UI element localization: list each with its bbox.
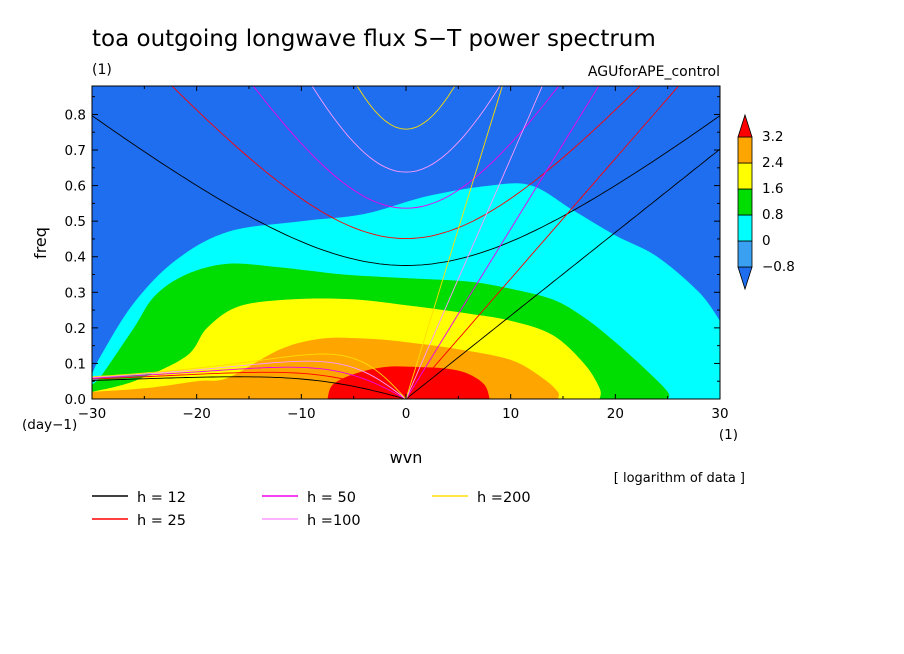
x-tick-label: −20 — [182, 406, 211, 422]
curve-h12-ig — [92, 115, 720, 266]
log-note: [ logarithm of data ] — [614, 471, 745, 486]
y-tick-label: 0.2 — [65, 321, 86, 337]
x-axis-label: wvn — [390, 448, 423, 467]
plot-area — [92, 86, 720, 399]
colorbar: 3.2 2.4 1.6 0.8 0 −0.8 — [737, 113, 795, 291]
curve-h200-ig — [356, 86, 456, 130]
curve-h25-kelvin — [405, 86, 680, 399]
colorbar-swatch — [737, 162, 753, 190]
subtitle-right: AGUforAPE_control — [588, 64, 720, 80]
y-tick-label: 0.5 — [65, 214, 86, 230]
y-axis-label: freq — [31, 227, 50, 259]
curve-h12-rossby — [92, 376, 407, 399]
x-tick-label: −30 — [78, 406, 107, 422]
curve-h12-kelvin — [405, 148, 720, 399]
legend-label-h12: h = 12 — [137, 490, 186, 506]
curve-h25-rossby — [92, 371, 407, 399]
colorbar-label: 0.8 — [762, 207, 783, 223]
colorbar-label: 2.4 — [762, 155, 783, 171]
curve-h25-ig — [171, 86, 641, 240]
y-tick-label: 0.6 — [65, 179, 86, 195]
y-tick-label: 0.4 — [65, 250, 86, 266]
legend-label-h200: h =200 — [477, 490, 531, 506]
x-tick-label: 20 — [607, 406, 624, 422]
colorbar-label: 1.6 — [762, 181, 783, 197]
curve-h200-kelvin — [405, 86, 503, 399]
x-tick-label: 30 — [711, 406, 728, 422]
curve-h200-rossby — [92, 353, 407, 399]
legend-label-h25: h = 25 — [137, 513, 186, 529]
colorbar-arrow-low — [737, 266, 753, 291]
y-tick-label: 0.7 — [65, 143, 86, 159]
y-tick-label: 0.1 — [65, 356, 86, 372]
subtitle-left: (1) — [92, 62, 112, 78]
y-tick-label: 0.3 — [65, 285, 86, 301]
curve-h50-rossby — [92, 366, 407, 399]
x-tick-label: −10 — [287, 406, 316, 422]
curve-h100-ig — [311, 86, 501, 173]
legend-label-h100: h =100 — [307, 513, 361, 529]
colorbar-label: 0 — [762, 233, 771, 249]
colorbar-swatch — [737, 136, 753, 164]
legend: h = 12 h = 25 h = 50 h =100 h =200 — [92, 490, 531, 529]
curve-h50-ig — [252, 86, 560, 209]
colorbar-label: −0.8 — [762, 259, 795, 275]
x-unit-label: (1) — [719, 427, 738, 443]
chart-title: toa outgoing longwave flux S−T power spe… — [92, 26, 656, 52]
colorbar-label: 3.2 — [762, 129, 783, 145]
curve-h50-kelvin — [405, 86, 600, 399]
x-tick-label: 0 — [402, 406, 411, 422]
colorbar-swatch — [737, 188, 753, 216]
axes: −30 −20 −10 0 10 20 30 0.0 0.1 0.2 0.3 0.4 0.5 0.6 0.7… — [65, 86, 729, 422]
contour-level-4 — [327, 366, 490, 399]
colorbar-arrow-high — [737, 113, 753, 138]
colorbar-swatch — [737, 214, 753, 242]
curve-h100-kelvin — [405, 86, 543, 399]
x-tick-label: 10 — [502, 406, 519, 422]
y-unit-label: (day−1) — [22, 417, 77, 433]
curve-h100-rossby — [92, 360, 407, 399]
legend-label-h50: h = 50 — [307, 490, 356, 506]
y-tick-label: 0.0 — [65, 392, 86, 408]
y-tick-label: 0.8 — [65, 107, 86, 123]
colorbar-swatch — [737, 240, 753, 268]
